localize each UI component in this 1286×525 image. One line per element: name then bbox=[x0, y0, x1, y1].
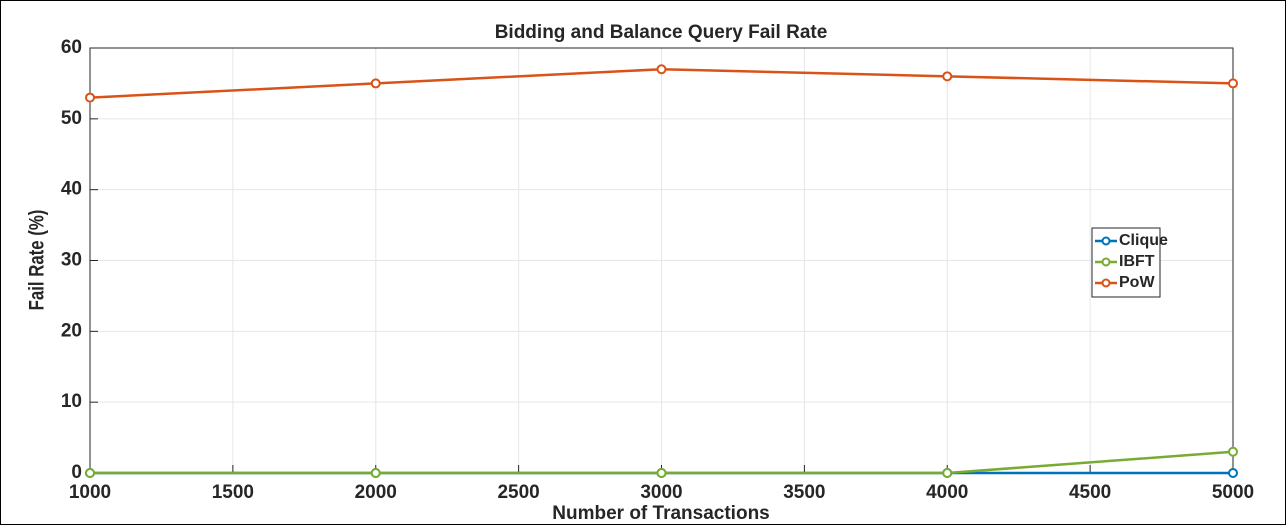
grid bbox=[89, 47, 1234, 474]
x-tick-label: 4000 bbox=[926, 482, 968, 503]
y-tick-label: 20 bbox=[61, 320, 82, 341]
x-tick-label: 1000 bbox=[69, 482, 111, 503]
point bbox=[1228, 468, 1238, 478]
x-tick-label: 2500 bbox=[497, 482, 539, 503]
point bbox=[1228, 78, 1238, 89]
y-tick-label: 0 bbox=[71, 462, 82, 483]
y-tick-label: 50 bbox=[61, 108, 82, 129]
y-axis-label: Fail Rate (%) bbox=[26, 210, 49, 311]
legend-label: PoW bbox=[1119, 274, 1155, 291]
y-tick-label: 10 bbox=[61, 391, 82, 412]
y-tick-label: 30 bbox=[61, 250, 82, 271]
legend-label: IBFT bbox=[1119, 253, 1155, 270]
point bbox=[85, 92, 95, 103]
chart-title: Bidding and Balance Query Fail Rate bbox=[495, 22, 828, 43]
legend-marker bbox=[1101, 278, 1111, 288]
x-tick-label: 3000 bbox=[640, 482, 682, 503]
point bbox=[656, 468, 667, 478]
point bbox=[85, 468, 95, 478]
y-tick-label: 60 bbox=[61, 37, 82, 58]
legend-marker bbox=[1101, 236, 1111, 246]
x-tick-label: 1500 bbox=[212, 482, 254, 503]
point bbox=[370, 78, 381, 89]
point bbox=[942, 468, 953, 478]
x-tick-label: 5000 bbox=[1212, 482, 1254, 503]
point bbox=[1228, 446, 1238, 457]
y-tick-label: 40 bbox=[61, 179, 82, 200]
point bbox=[370, 468, 381, 478]
point bbox=[942, 71, 953, 82]
x-tick-label: 3500 bbox=[783, 482, 825, 503]
x-tick-label: 4500 bbox=[1069, 482, 1111, 503]
legend-label: Clique bbox=[1119, 232, 1168, 249]
x-axis-label: Number of Transactions bbox=[552, 503, 770, 524]
point bbox=[656, 64, 667, 75]
legend-marker bbox=[1101, 257, 1111, 267]
x-tick-label: 2000 bbox=[355, 482, 397, 503]
